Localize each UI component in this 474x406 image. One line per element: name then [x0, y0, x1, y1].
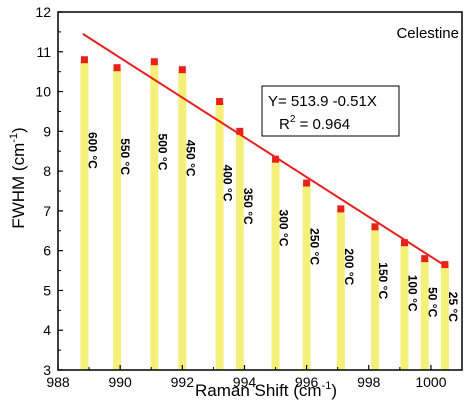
y-tick-label-2: 5: [43, 282, 51, 298]
marker-2: [150, 58, 158, 66]
bar-11: [420, 258, 429, 370]
x-tick-label-6: 1000: [415, 374, 446, 390]
x-tick-label-2: 992: [171, 374, 195, 390]
x-tick-label-4: 996: [295, 374, 319, 390]
marker-11: [421, 255, 429, 263]
bar-label-3: 450 °C: [183, 140, 197, 177]
bar-label-0: 600 °C: [85, 132, 99, 169]
marker-8: [337, 205, 345, 213]
bar-6: [271, 159, 280, 370]
bar-9: [370, 226, 379, 370]
bar-10: [400, 242, 409, 370]
marker-0: [80, 56, 88, 64]
y-tick-label-6: 9: [43, 123, 51, 139]
y-tick-label-4: 7: [43, 203, 51, 219]
x-tick-label-0: 988: [46, 374, 70, 390]
bar-1: [113, 67, 122, 370]
bars-layer: [80, 59, 449, 370]
y-tick-label-1: 4: [43, 322, 51, 338]
x-tick-label-5: 998: [357, 374, 381, 390]
y-tick-label-7: 10: [35, 84, 51, 100]
y-ticks: 3 4 5 6 7 8 9 10 11 12: [35, 4, 63, 378]
bar-4: [215, 101, 224, 370]
linear-fit-line: [82, 33, 448, 268]
bar-label-7: 250 °C: [308, 228, 322, 265]
bar-3: [178, 69, 187, 370]
bar-label-6: 300 °C: [277, 210, 291, 247]
y-tick-label-3: 6: [43, 243, 51, 259]
series-label: Celestine: [396, 25, 459, 42]
bar-12: [440, 264, 449, 370]
r-squared-prefix: R: [279, 116, 290, 133]
x-ticks: 988 990 992 994 996 998 1000: [46, 365, 447, 390]
marker-1: [113, 64, 121, 72]
bar-labels-layer: 600 °C 550 °C 500 °C 450 °C 400 °C 350 °C 300 …: [85, 132, 459, 322]
marker-3: [178, 66, 186, 74]
y-tick-label-8: 11: [36, 44, 51, 60]
x-axis-title: Raman Shift (cm-1): [195, 380, 337, 400]
bar-0: [80, 59, 89, 370]
r-squared-sup: 2: [290, 114, 296, 125]
marker-12: [441, 261, 449, 269]
fit-equation: Y= 513.9 -0.51X: [268, 93, 377, 110]
bar-label-12: 25 °C: [446, 292, 460, 322]
bar-label-1: 550 °C: [118, 138, 132, 175]
bar-2: [150, 61, 159, 370]
marker-6: [272, 155, 280, 163]
bar-label-10: 100 °C: [406, 275, 420, 312]
r-squared: R2 = 0.964: [279, 114, 350, 133]
bar-label-5: 350 °C: [241, 188, 255, 225]
bar-label-2: 500 °C: [155, 134, 169, 171]
y-axis-title-sup: -1: [8, 133, 20, 143]
y-axis-title: FWHM (cm-1): [8, 127, 28, 228]
marker-4: [216, 98, 224, 105]
bar-label-9: 150 °C: [376, 262, 390, 299]
bar-8: [336, 208, 345, 370]
y-tick-label-0: 3: [43, 362, 51, 378]
marker-9: [371, 223, 379, 231]
x-tick-label-3: 994: [233, 374, 257, 390]
x-axis-title-sup: -1: [322, 380, 332, 392]
bar-7: [302, 183, 311, 370]
x-axis-title-end: ): [331, 381, 337, 400]
bar-label-8: 200 °C: [342, 248, 356, 285]
y-axis-title-main: FWHM (cm: [9, 143, 28, 229]
y-axis-title-end: ): [9, 127, 28, 133]
y-tick-label-9: 12: [35, 4, 51, 20]
r-squared-value: = 0.964: [295, 116, 350, 133]
x-axis-title-main: Raman Shift (cm: [195, 381, 322, 400]
equation-box: [261, 85, 400, 137]
y-tick-label-5: 8: [43, 163, 51, 179]
bar-5: [235, 131, 244, 370]
bar-label-4: 400 °C: [221, 165, 235, 202]
marker-10: [401, 239, 409, 247]
markers-layer: [80, 56, 449, 269]
marker-7: [303, 179, 311, 187]
bar-label-11: 50 °C: [426, 287, 440, 317]
x-tick-label-1: 990: [108, 374, 132, 390]
marker-5: [236, 127, 244, 135]
